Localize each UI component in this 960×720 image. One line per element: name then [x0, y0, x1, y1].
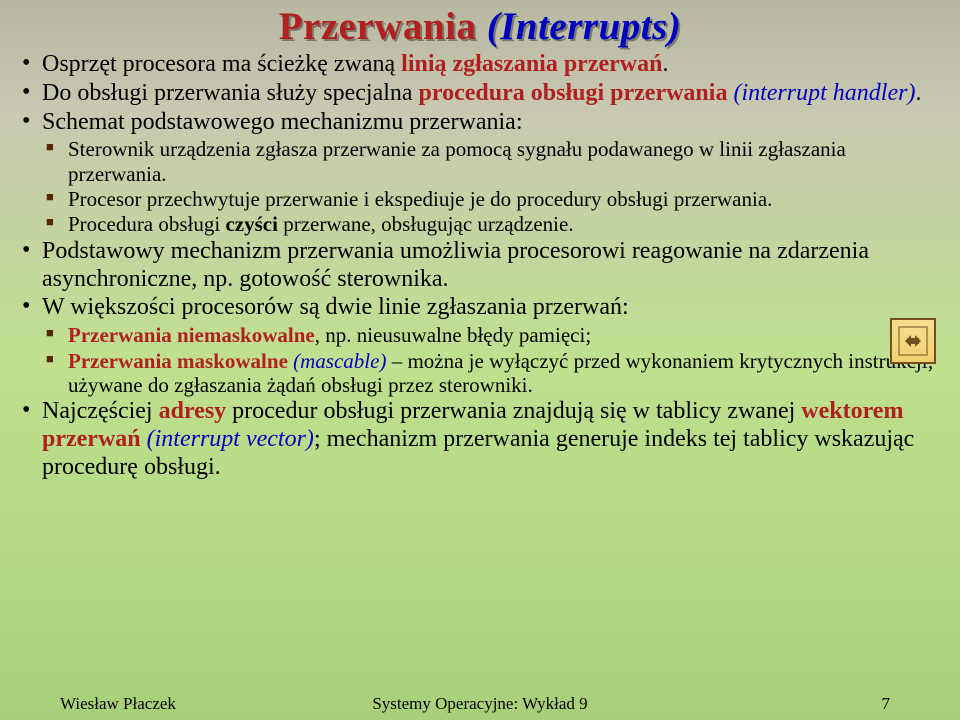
- list-item: Procedura obsługi czyści przerwane, obsł…: [68, 212, 942, 236]
- list-item: Osprzęt procesora ma ścieżkę zwaną linią…: [40, 51, 942, 79]
- term-mascable-en: (mascable): [293, 349, 386, 373]
- sub-list: Sterownik urządzenia zgłasza przerwanie …: [42, 137, 942, 236]
- list-item: W większości procesorów są dwie linie zg…: [40, 294, 942, 397]
- list-item: Przerwania maskowalne (mascable) – można…: [68, 349, 942, 398]
- footer-page: 7: [882, 694, 891, 714]
- term-maskable: Przerwania maskowalne: [68, 349, 293, 373]
- list-item: Najczęściej adresy procedur obsługi prze…: [40, 398, 942, 481]
- term-irq-line: linią zgłaszania przerwań: [401, 51, 662, 77]
- title-sub: (Interrupts): [487, 5, 682, 48]
- term-handler: procedura obsługi przerwania: [419, 80, 734, 106]
- list-item: Podstawowy mechanizm przerwania umożliwi…: [40, 238, 942, 294]
- slide-title: Przerwania (Interrupts): [18, 0, 942, 49]
- bullet-list: Osprzęt procesora ma ścieżkę zwaną linią…: [18, 51, 942, 482]
- list-item: Do obsługi przerwania służy specjalna pr…: [40, 80, 942, 108]
- slide-icon: [890, 318, 936, 364]
- title-main: Przerwania: [279, 5, 477, 48]
- list-item: Procesor przechwytuje przerwanie i ekspe…: [68, 187, 942, 211]
- footer-center: Systemy Operacyjne: Wykład 9: [0, 694, 960, 714]
- term-addresses: adresy: [159, 398, 227, 424]
- term-vector-en: (interrupt vector): [147, 426, 314, 452]
- list-item: Przerwania niemaskowalne, np. nieusuwaln…: [68, 323, 942, 347]
- term-handler-en: (interrupt handler): [733, 80, 915, 106]
- list-item: Schemat podstawowego mechanizmu przerwan…: [40, 109, 942, 237]
- slide: Przerwania (Interrupts) Osprzęt procesor…: [0, 0, 960, 720]
- list-item: Sterownik urządzenia zgłasza przerwanie …: [68, 137, 942, 186]
- arrows-icon: [898, 326, 928, 356]
- term-nonmaskable: Przerwania niemaskowalne: [68, 323, 315, 347]
- sub-list: Przerwania niemaskowalne, np. nieusuwaln…: [42, 323, 942, 397]
